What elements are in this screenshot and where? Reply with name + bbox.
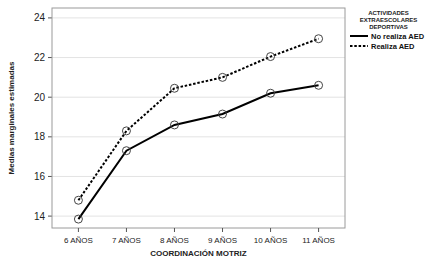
point-marker: [74, 196, 82, 204]
y-tick: [48, 97, 52, 98]
x-axis-label: COORDINACIÓN MOTRIZ: [150, 249, 247, 258]
grid-line: [52, 176, 345, 177]
x-tick: [270, 228, 271, 232]
legend-line: [350, 45, 368, 47]
y-tick-label: 22: [34, 52, 46, 63]
grid-line: [52, 17, 345, 18]
point-marker: [170, 121, 178, 129]
plot-frame: [52, 8, 345, 228]
point-marker: [315, 81, 323, 89]
x-tick-label: 10 AÑOS: [254, 236, 287, 245]
chart: 14 16 18 20 22 24 6 AÑOS 7 AÑOS 8 AÑOS 9 AÑOS 10 A…: [0, 0, 428, 265]
legend-entry: No realiza AED: [349, 31, 428, 41]
y-axis-label: Medias marginales estimadas: [7, 61, 16, 174]
point-marker: [170, 84, 178, 92]
legend-label: No realiza AED: [371, 32, 424, 41]
x-tick: [318, 228, 319, 232]
y-tick-label: 14: [34, 211, 46, 222]
y-tick-label: 24: [34, 12, 46, 23]
series-line: [78, 85, 318, 219]
y-tick-label: 20: [34, 92, 46, 103]
legend-title: ACTIVIDADES EXTRAESCOLARES DEPORTIVAS: [349, 10, 428, 31]
x-tick: [222, 228, 223, 232]
legend-line: [350, 35, 368, 37]
point-marker: [219, 73, 227, 81]
x-tick: [126, 228, 127, 232]
y-tick: [48, 136, 52, 137]
x-tick: [78, 228, 79, 232]
y-tick: [48, 57, 52, 58]
grid-line: [52, 136, 345, 137]
x-tick-label: 6 AÑOS: [64, 236, 93, 245]
legend-entry: Realiza AED: [349, 41, 428, 51]
y-tick: [48, 216, 52, 217]
point-marker: [122, 127, 130, 135]
grid-line: [52, 216, 345, 217]
point-marker: [267, 89, 275, 97]
x-tick-label: 7 AÑOS: [112, 236, 141, 245]
legend-swatch: [349, 43, 369, 49]
y-tick: [48, 176, 52, 177]
series-line: [78, 39, 318, 201]
x-tick-label: 11 AÑOS: [302, 236, 335, 245]
legend-label: Realiza AED: [371, 42, 415, 51]
point-marker: [219, 110, 227, 118]
legend: ACTIVIDADES EXTRAESCOLARES DEPORTIVASNo …: [349, 10, 428, 51]
point-marker: [267, 53, 275, 61]
plot-area: [74, 35, 322, 223]
x-tick-label: 8 AÑOS: [160, 236, 189, 245]
grid-line: [52, 57, 345, 58]
y-tick: [48, 17, 52, 18]
point-marker: [315, 35, 323, 43]
y-tick-label: 16: [34, 171, 46, 182]
legend-swatch: [349, 33, 369, 39]
point-marker: [74, 215, 82, 223]
grid-line: [52, 97, 345, 98]
x-tick-label: 9 AÑOS: [208, 236, 237, 245]
y-tick-label: 18: [34, 131, 46, 142]
point-marker: [122, 147, 130, 155]
x-tick: [174, 228, 175, 232]
